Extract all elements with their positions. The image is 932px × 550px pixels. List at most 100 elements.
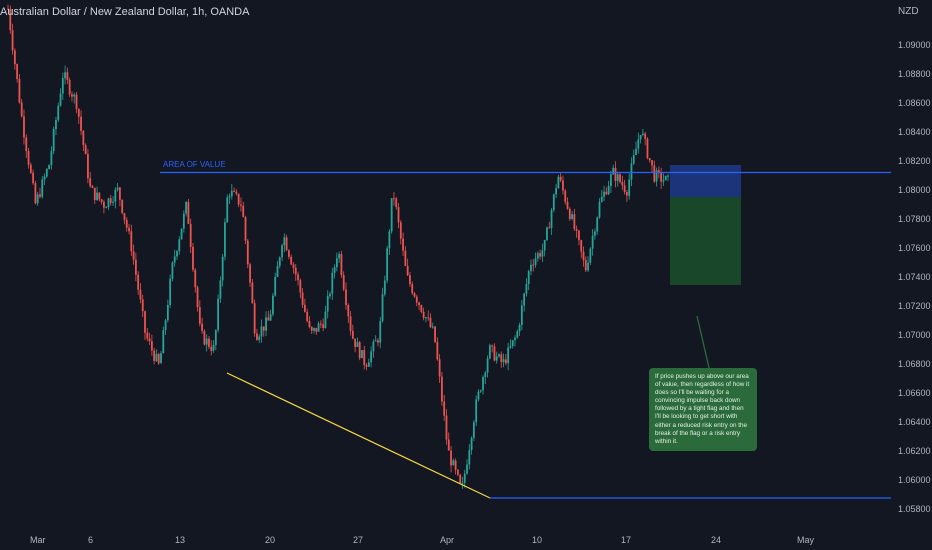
candle-body (132, 251, 135, 260)
candle-body (319, 323, 322, 325)
candle-body (32, 172, 35, 184)
candle-body (653, 165, 656, 182)
candle-body (493, 346, 496, 361)
candle-body (431, 326, 434, 328)
candle-body (173, 256, 176, 263)
candle-body (657, 170, 660, 173)
candle-body (443, 401, 446, 416)
candle-body (349, 316, 352, 331)
candle-body (166, 305, 169, 321)
candle-body (434, 326, 436, 343)
candle-body (379, 321, 382, 343)
stop-loss-zone[interactable] (670, 165, 741, 197)
candle-body (552, 194, 555, 211)
candle-body (500, 354, 503, 363)
candle-body (171, 262, 174, 279)
candle-body (605, 191, 608, 195)
candle-body (205, 338, 208, 345)
candle-body (210, 346, 213, 351)
candle-body (9, 8, 12, 31)
candle-body (322, 324, 325, 328)
candle-body (180, 228, 183, 240)
candle-body (616, 174, 619, 181)
candle-body (27, 151, 30, 165)
candle-body (479, 390, 482, 392)
candle-body (571, 214, 573, 220)
candle-body (7, 8, 9, 10)
trade-note[interactable]: If price pushes up above our area of val… (649, 368, 757, 451)
candle-body (635, 148, 637, 156)
candle-body (507, 347, 510, 364)
x-tick-label: 20 (265, 535, 275, 545)
candle-body (584, 260, 587, 271)
candle-body (112, 201, 114, 203)
candle-body (463, 473, 466, 483)
candle-body (541, 250, 544, 257)
price-axis[interactable]: 1.09000 1.08800 1.08600 1.08400 1.08200 … (898, 40, 931, 514)
candle-body (107, 198, 110, 208)
candle-body (589, 248, 592, 263)
candle-body (402, 238, 404, 251)
note-pointer (696, 315, 711, 373)
candle-body (287, 250, 290, 257)
candle-body (386, 248, 389, 281)
candle-body (420, 305, 423, 313)
candle-body (224, 222, 226, 257)
candle-body (87, 154, 89, 179)
candle-body (272, 295, 274, 315)
x-tick-label: 13 (175, 535, 185, 545)
candle-body (73, 94, 76, 97)
candle-body (144, 311, 146, 333)
y-tick-label: 1.08800 (898, 69, 931, 79)
candle-body (114, 189, 117, 202)
candle-body (365, 364, 368, 367)
candle-body (342, 275, 345, 290)
candle-body (632, 155, 635, 164)
candle-body (121, 199, 124, 214)
candle-body (347, 305, 350, 317)
candle-body (594, 231, 596, 236)
candle-body (527, 271, 530, 285)
candle-body (64, 72, 66, 79)
candle-body (559, 176, 562, 181)
candle-body (34, 183, 37, 204)
symbol-title[interactable]: Australian Dollar / New Zealand Dollar, … (0, 6, 250, 18)
take-profit-zone[interactable] (670, 197, 741, 285)
candle-body (425, 317, 427, 319)
candle-body (203, 330, 206, 345)
candle-body (610, 174, 612, 186)
candle-body (240, 204, 242, 206)
candle-body (644, 133, 647, 139)
candle-body (52, 129, 55, 152)
candle-body (555, 188, 557, 195)
y-tick-label: 1.06600 (898, 388, 931, 398)
candle-body (303, 304, 306, 312)
candle-body (50, 151, 53, 165)
candle-body (411, 284, 414, 294)
y-tick-label: 1.05800 (898, 504, 931, 514)
trendline[interactable] (226, 372, 491, 499)
candle-body (648, 158, 651, 161)
candle-body (125, 219, 128, 228)
candle-body (326, 296, 329, 312)
candle-body (221, 256, 224, 281)
candle-body (256, 333, 258, 340)
candle-body (582, 251, 585, 261)
candle-body (182, 213, 185, 229)
candle-body (646, 138, 649, 159)
candle-body (253, 303, 256, 334)
candle-body (445, 415, 448, 440)
candle-body (530, 264, 532, 272)
candle-body (363, 350, 366, 365)
candle-body (308, 320, 311, 327)
candle-body (619, 174, 621, 183)
time-axis[interactable]: Mar 6 13 20 27 Apr 10 17 24 May (30, 535, 815, 545)
candle-body (454, 460, 457, 470)
candle-body (477, 391, 480, 400)
candle-body (235, 191, 238, 194)
candle-body (580, 240, 583, 252)
candle-body (20, 102, 23, 117)
candle-body (139, 289, 142, 300)
candle-body (418, 302, 420, 306)
